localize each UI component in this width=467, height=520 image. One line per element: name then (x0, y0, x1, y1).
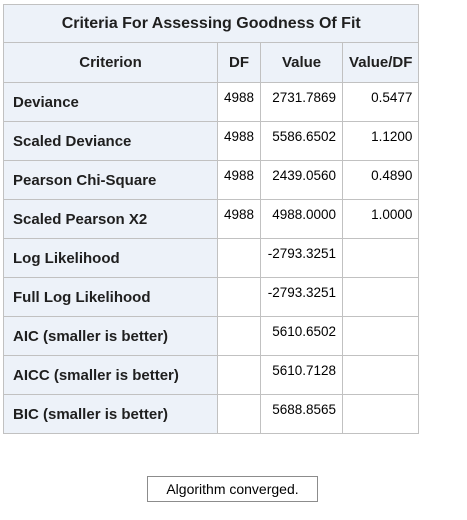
value-df-cell: 0.4890 (342, 160, 420, 200)
value-cell: 5610.6502 (260, 316, 344, 356)
value-cell: -2793.3251 (260, 238, 344, 278)
table-row: Deviance 4988 2731.7869 0.5477 (3, 82, 420, 122)
criterion-cell: Scaled Deviance (3, 121, 218, 161)
table-row: Scaled Pearson X2 4988 4988.0000 1.0000 (3, 199, 420, 239)
table-row: Scaled Deviance 4988 5586.6502 1.1200 (3, 121, 420, 161)
value-df-cell: 1.1200 (342, 121, 420, 161)
table-row: BIC (smaller is better) 5688.8565 (3, 394, 420, 434)
value-cell: 5688.8565 (260, 394, 344, 434)
df-cell: 4988 (216, 82, 262, 122)
df-cell (216, 355, 262, 395)
table-caption-row: Criteria For Assessing Goodness Of Fit (2, 4, 420, 43)
value-df-cell (342, 355, 420, 395)
criterion-cell: BIC (smaller is better) (3, 394, 218, 434)
df-cell (216, 277, 262, 317)
criterion-cell: AIC (smaller is better) (3, 316, 218, 356)
value-cell: 4988.0000 (260, 199, 344, 239)
df-cell (216, 316, 262, 356)
criterion-cell: AICC (smaller is better) (3, 355, 218, 395)
value-cell: 2439.0560 (260, 160, 344, 200)
goodness-of-fit-table: Criteria For Assessing Goodness Of Fit C… (2, 4, 420, 434)
df-cell (216, 394, 262, 434)
table-row: Log Likelihood -2793.3251 (3, 238, 420, 278)
algorithm-status-note: Algorithm converged. (147, 476, 318, 502)
criterion-cell: Deviance (3, 82, 218, 122)
table-header-row: Criterion DF Value Value/DF (3, 42, 420, 83)
table-row: AICC (smaller is better) 5610.7128 (3, 355, 420, 395)
df-cell (216, 238, 262, 278)
value-cell: 5586.6502 (260, 121, 344, 161)
table-row: Full Log Likelihood -2793.3251 (3, 277, 420, 317)
header-value-df: Value/DF (342, 42, 420, 83)
header-df: DF (216, 42, 262, 83)
value-cell: -2793.3251 (260, 277, 344, 317)
df-cell: 4988 (216, 121, 262, 161)
criterion-cell: Scaled Pearson X2 (3, 199, 218, 239)
header-criterion: Criterion (3, 42, 218, 83)
criterion-cell: Pearson Chi-Square (3, 160, 218, 200)
value-df-cell (342, 316, 420, 356)
df-cell: 4988 (216, 199, 262, 239)
value-df-cell: 1.0000 (342, 199, 420, 239)
value-df-cell (342, 277, 420, 317)
value-df-cell: 0.5477 (342, 82, 420, 122)
value-df-cell (342, 238, 420, 278)
header-value: Value (260, 42, 344, 83)
table-title: Criteria For Assessing Goodness Of Fit (2, 4, 420, 43)
table-row: AIC (smaller is better) 5610.6502 (3, 316, 420, 356)
value-cell: 5610.7128 (260, 355, 344, 395)
criterion-cell: Full Log Likelihood (3, 277, 218, 317)
table-row: Pearson Chi-Square 4988 2439.0560 0.4890 (3, 160, 420, 200)
value-df-cell (342, 394, 420, 434)
value-cell: 2731.7869 (260, 82, 344, 122)
df-cell: 4988 (216, 160, 262, 200)
criterion-cell: Log Likelihood (3, 238, 218, 278)
